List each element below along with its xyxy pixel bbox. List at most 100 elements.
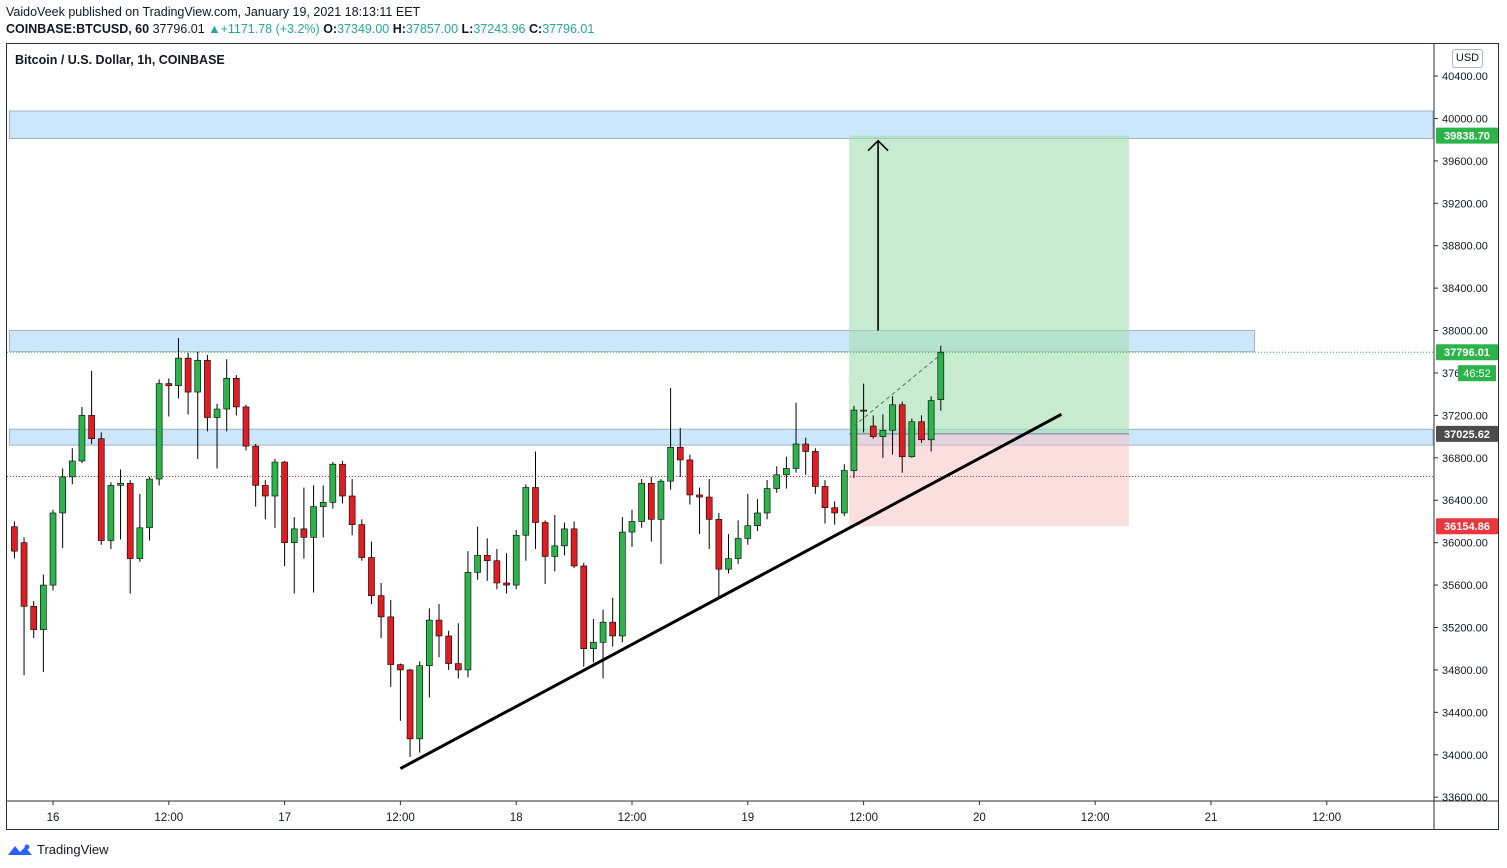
projection-line bbox=[853, 352, 944, 427]
candle-body bbox=[136, 527, 144, 559]
time-tick-label: 12:00 bbox=[386, 812, 415, 824]
candle bbox=[348, 479, 356, 536]
candle bbox=[261, 480, 269, 520]
candle-body bbox=[812, 451, 819, 487]
candle-body bbox=[464, 572, 472, 671]
candle-body bbox=[590, 642, 597, 650]
candle-body bbox=[744, 525, 752, 539]
candle bbox=[763, 480, 771, 520]
candle-body bbox=[869, 425, 877, 437]
candle bbox=[454, 623, 462, 679]
price-tick-label: 36400.00 bbox=[1442, 495, 1488, 507]
candle-body bbox=[918, 421, 925, 441]
candle bbox=[821, 480, 829, 524]
candle bbox=[155, 379, 163, 486]
candle bbox=[590, 619, 597, 663]
candle bbox=[908, 418, 916, 458]
candle bbox=[78, 406, 86, 464]
candle bbox=[715, 512, 723, 598]
candle-body bbox=[252, 445, 259, 486]
price-label-text: 37025.62 bbox=[1444, 429, 1490, 441]
price-tick-label: 38000.00 bbox=[1442, 326, 1488, 338]
candle-body bbox=[474, 555, 481, 573]
price-label-background bbox=[1436, 518, 1498, 535]
candle bbox=[889, 396, 896, 455]
candle bbox=[368, 541, 375, 605]
candle-body bbox=[184, 357, 192, 393]
currency-button[interactable]: USD bbox=[1452, 49, 1483, 68]
candle-body bbox=[792, 443, 800, 469]
candle bbox=[165, 378, 173, 417]
candle-body bbox=[310, 506, 317, 538]
brand-name: TradingView bbox=[37, 842, 109, 857]
candle-body bbox=[483, 555, 491, 561]
candle bbox=[754, 499, 761, 531]
candle bbox=[551, 515, 559, 572]
candle bbox=[416, 661, 424, 753]
time-tick-label: 12:00 bbox=[1312, 812, 1341, 824]
candle-body bbox=[821, 486, 829, 508]
target-arrow-head bbox=[867, 139, 889, 152]
candle-body bbox=[117, 482, 124, 486]
candle-body bbox=[850, 409, 858, 471]
time-tick-label: 20 bbox=[973, 812, 986, 824]
price-label-background bbox=[1436, 127, 1498, 144]
candle-body bbox=[426, 619, 433, 666]
candle bbox=[271, 458, 279, 528]
candle-body bbox=[406, 669, 414, 740]
footer: TradingView bbox=[7, 842, 109, 857]
candle-body bbox=[532, 487, 539, 523]
candle bbox=[252, 444, 259, 507]
candle bbox=[30, 600, 38, 639]
candle-body bbox=[638, 482, 645, 522]
candle bbox=[40, 574, 47, 673]
candle bbox=[812, 448, 819, 494]
candle bbox=[860, 383, 867, 433]
low-label: L: bbox=[461, 22, 474, 36]
candle-body bbox=[860, 409, 867, 412]
candle-body bbox=[397, 664, 404, 671]
candle-body bbox=[696, 494, 703, 498]
price-label-background bbox=[1436, 344, 1498, 361]
candle bbox=[638, 479, 645, 528]
candle-body bbox=[454, 663, 462, 671]
candle bbox=[242, 404, 250, 451]
candle-body bbox=[339, 463, 346, 497]
candle-body bbox=[146, 478, 153, 529]
candle bbox=[532, 451, 539, 550]
candle-body bbox=[840, 470, 848, 514]
price-label-tag: 37796.01 bbox=[1436, 344, 1498, 361]
candle-body bbox=[88, 415, 95, 440]
candle bbox=[213, 403, 221, 469]
candle bbox=[281, 461, 288, 566]
symbol-label: COINBASE:BTCUSD, 60 bbox=[6, 22, 150, 36]
axes-layer: 40400.00 40000.00 39600.00 39200.00 38800.00… bbox=[7, 44, 1499, 830]
candle bbox=[406, 668, 414, 757]
candle bbox=[783, 456, 790, 489]
candle-body bbox=[676, 446, 684, 461]
candle-body bbox=[686, 459, 694, 496]
price-tick-label: 34400.00 bbox=[1442, 707, 1488, 719]
candle bbox=[184, 352, 192, 415]
candle-body bbox=[493, 560, 501, 584]
candle-body bbox=[358, 524, 366, 558]
candle bbox=[570, 521, 578, 569]
candle bbox=[426, 608, 433, 698]
candle-body bbox=[908, 421, 916, 458]
candle-body bbox=[734, 538, 742, 559]
candle-body bbox=[233, 377, 240, 408]
candle-body bbox=[898, 404, 906, 458]
candle-body bbox=[705, 496, 713, 520]
published-line: VaidoVeek published on TradingView.com, … bbox=[6, 5, 421, 19]
candle-body bbox=[445, 635, 452, 664]
candle-body bbox=[783, 468, 790, 476]
candle-body bbox=[667, 446, 674, 482]
candle-body bbox=[763, 488, 771, 514]
candle-body bbox=[368, 557, 375, 596]
price-tick-label: 36000.00 bbox=[1442, 538, 1488, 550]
price-tick-label: 37200.00 bbox=[1442, 410, 1488, 422]
long-position-layer bbox=[849, 135, 1129, 527]
drawings-layer bbox=[399, 139, 1063, 770]
candle-body bbox=[329, 463, 337, 503]
